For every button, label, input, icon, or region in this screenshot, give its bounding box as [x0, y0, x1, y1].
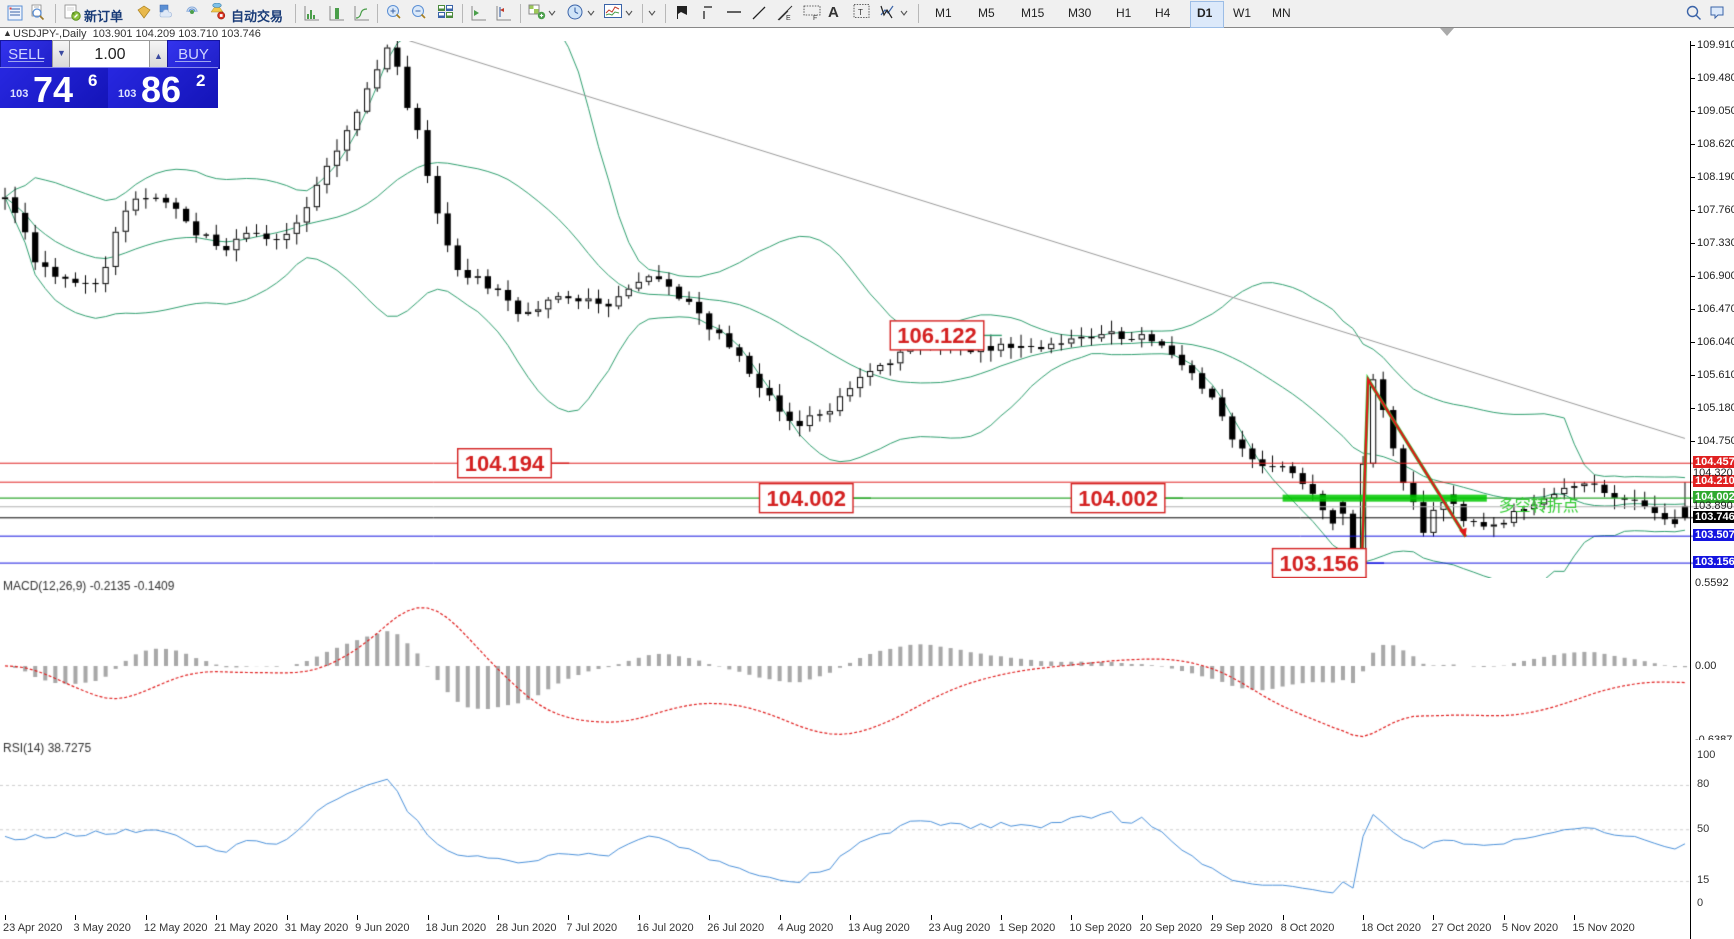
- svg-text:F: F: [813, 15, 817, 21]
- svg-text:E: E: [786, 15, 791, 22]
- svg-text:A: A: [828, 4, 839, 20]
- svg-text:T: T: [858, 8, 863, 17]
